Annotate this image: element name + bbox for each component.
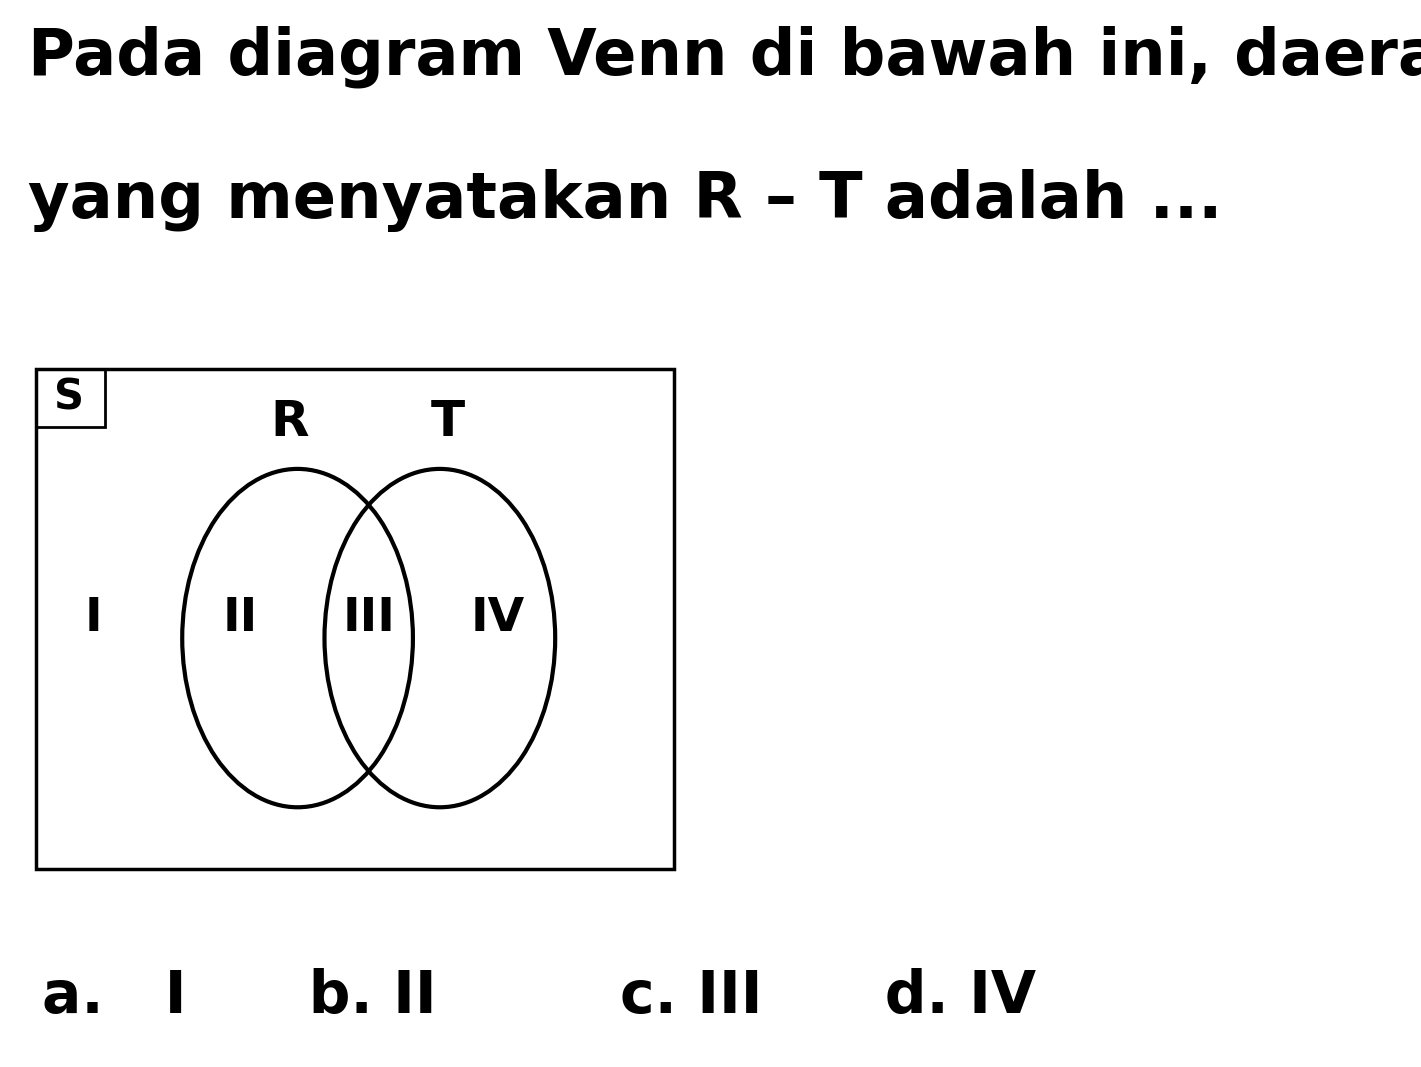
- Text: yang menyatakan R – T adalah ...: yang menyatakan R – T adalah ...: [28, 169, 1223, 233]
- Text: S: S: [54, 377, 84, 418]
- Text: a.   I      b. II         c. III      d. IV: a. I b. II c. III d. IV: [43, 968, 1036, 1025]
- Text: Pada diagram Venn di bawah ini, daerah: Pada diagram Venn di bawah ini, daerah: [28, 26, 1421, 87]
- Text: III: III: [342, 596, 395, 641]
- Text: IV: IV: [470, 596, 524, 641]
- Bar: [36, 369, 105, 427]
- Text: R: R: [270, 398, 310, 446]
- Text: I: I: [85, 596, 102, 641]
- Text: T: T: [431, 398, 465, 446]
- Text: II: II: [222, 596, 257, 641]
